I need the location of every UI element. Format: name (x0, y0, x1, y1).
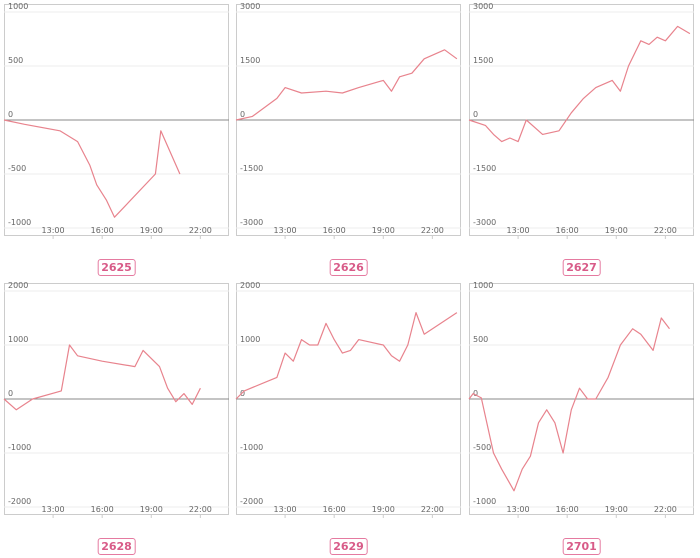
y-tick-label: -1000 (8, 443, 31, 452)
chart-label-badge: 2628 (97, 538, 136, 555)
chart-panel: 1000 500 0 -500 -1000 13:00 16:00 19:00 22:00 270… (468, 281, 694, 555)
y-tick-label: -2000 (240, 497, 263, 506)
chart-panel: 2000 1000 0 -1000 -2000 13:00 16:00 19:00 22:00 2… (235, 281, 461, 555)
x-tick-label: 19:00 (605, 505, 628, 514)
y-tick-label: -1500 (240, 164, 263, 173)
chart-label-badge: 2629 (329, 538, 368, 555)
x-tick-label: 13:00 (274, 505, 297, 514)
chart-panel: 3000 1500 0 -1500 -3000 13:00 16:00 19:00 22:00 2… (468, 2, 694, 276)
y-tick-label: 0 (473, 389, 478, 398)
x-tick-label: 13:00 (274, 226, 297, 235)
y-tick-label: 2000 (240, 281, 260, 290)
y-tick-label: -500 (8, 164, 26, 173)
y-tick-label: -1000 (473, 497, 496, 506)
y-tick-label: 1000 (240, 335, 260, 344)
x-tick-label: 16:00 (91, 505, 114, 514)
y-tick-label: 1500 (240, 56, 260, 65)
chart-panel: 2000 1000 0 -1000 -2000 13:00 16:00 19:00 22:00 2… (3, 281, 229, 555)
x-tick-label: 19:00 (140, 505, 163, 514)
y-tick-label: 0 (8, 389, 13, 398)
x-tick-label: 16:00 (556, 226, 579, 235)
x-tick-label: 22:00 (189, 226, 212, 235)
chart-panel: 3000 1500 0 -1500 -3000 13:00 16:00 19:00 22:00 2… (235, 2, 461, 276)
x-tick-label: 22:00 (421, 226, 444, 235)
line-chart: 1000 500 0 -500 -1000 13:00 16:00 19:00 22:00 (468, 281, 694, 518)
y-tick-label: -3000 (240, 218, 263, 227)
series-line (468, 317, 670, 492)
y-tick-label: -500 (473, 443, 491, 452)
y-tick-label: 500 (8, 56, 23, 65)
y-tick-label: -1000 (8, 218, 31, 227)
x-tick-label: 22:00 (421, 505, 444, 514)
y-tick-label: -1500 (473, 164, 496, 173)
x-tick-label: 16:00 (91, 226, 114, 235)
y-tick-label: -1000 (240, 443, 263, 452)
x-tick-label: 13:00 (42, 226, 65, 235)
series-line (235, 312, 458, 400)
y-tick-label: 1000 (8, 335, 28, 344)
x-tick-label: 19:00 (372, 505, 395, 514)
x-tick-label: 16:00 (556, 505, 579, 514)
y-tick-label: 0 (240, 110, 245, 119)
chart-label-badge: 2627 (562, 259, 601, 276)
y-tick-label: -3000 (473, 218, 496, 227)
series-line (235, 49, 458, 121)
series-line (468, 25, 691, 143)
line-chart: 1000 500 0 -500 -1000 13:00 16:00 19:00 22:00 (3, 2, 229, 239)
y-tick-label: -2000 (8, 497, 31, 506)
series-line (3, 344, 201, 411)
line-chart: 3000 1500 0 -1500 -3000 13:00 16:00 19:00 22:00 (235, 2, 461, 239)
x-tick-label: 19:00 (605, 226, 628, 235)
y-tick-label: 0 (240, 389, 245, 398)
y-tick-label: 0 (473, 110, 478, 119)
line-chart: 2000 1000 0 -1000 -2000 13:00 16:00 19:00 22:00 (3, 281, 229, 518)
chart-label-badge: 2701 (562, 538, 601, 555)
line-chart: 3000 1500 0 -1500 -3000 13:00 16:00 19:00 22:00 (468, 2, 694, 239)
series-line (3, 119, 181, 218)
y-tick-label: 3000 (473, 2, 493, 11)
x-tick-label: 13:00 (507, 505, 530, 514)
y-tick-label: 1000 (8, 2, 28, 11)
x-tick-label: 22:00 (654, 505, 677, 514)
chart-panel: 1000 500 0 -500 -1000 13:00 16:00 19:00 22:00 262… (3, 2, 229, 276)
x-tick-label: 19:00 (372, 226, 395, 235)
chart-label-badge: 2625 (97, 259, 136, 276)
y-tick-label: 2000 (8, 281, 28, 290)
x-tick-label: 16:00 (323, 226, 346, 235)
y-tick-label: 1000 (473, 281, 493, 290)
x-tick-label: 13:00 (507, 226, 530, 235)
y-tick-label: 1500 (473, 56, 493, 65)
y-tick-label: 0 (8, 110, 13, 119)
chart-label-badge: 2626 (329, 259, 368, 276)
x-tick-label: 22:00 (189, 505, 212, 514)
x-tick-label: 13:00 (42, 505, 65, 514)
y-tick-label: 3000 (240, 2, 260, 11)
y-tick-label: 500 (473, 335, 488, 344)
line-chart: 2000 1000 0 -1000 -2000 13:00 16:00 19:00 22:00 (235, 281, 461, 518)
x-tick-label: 16:00 (323, 505, 346, 514)
x-tick-label: 19:00 (140, 226, 163, 235)
x-tick-label: 22:00 (654, 226, 677, 235)
